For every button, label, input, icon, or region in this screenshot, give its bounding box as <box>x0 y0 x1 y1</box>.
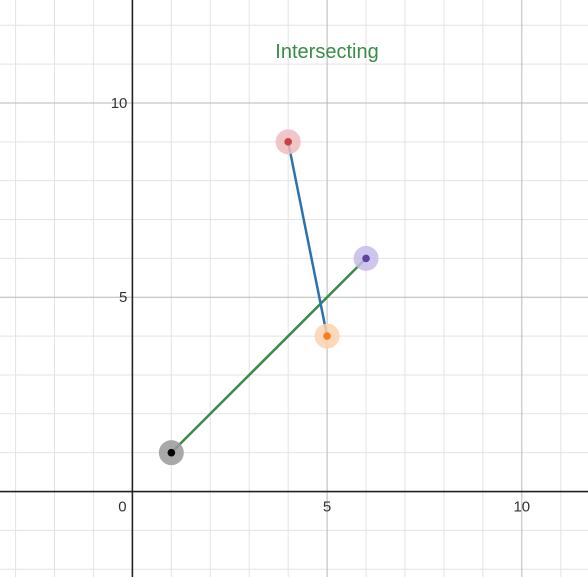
chart-title: Intersecting <box>275 41 378 63</box>
tick-labels: 0 5 10 5 10 <box>111 95 530 516</box>
y-tick-label: 5 <box>119 289 127 306</box>
points[interactable] <box>158 129 379 466</box>
point-a[interactable] <box>158 440 184 466</box>
point-d[interactable] <box>314 323 340 349</box>
segment-ab <box>170 257 368 454</box>
segments <box>170 140 368 454</box>
point-d-dot[interactable] <box>323 332 331 340</box>
point-b[interactable] <box>353 245 379 271</box>
point-b-dot[interactable] <box>362 254 370 263</box>
x-tick-label: 10 <box>513 499 530 516</box>
point-c-dot[interactable] <box>284 138 292 146</box>
point-a-dot[interactable] <box>167 448 176 457</box>
x-tick-label: 0 <box>118 499 126 516</box>
segment-cd <box>286 140 329 338</box>
point-c[interactable] <box>275 129 301 155</box>
x-tick-label: 5 <box>323 499 331 516</box>
y-tick-label: 10 <box>111 95 128 112</box>
